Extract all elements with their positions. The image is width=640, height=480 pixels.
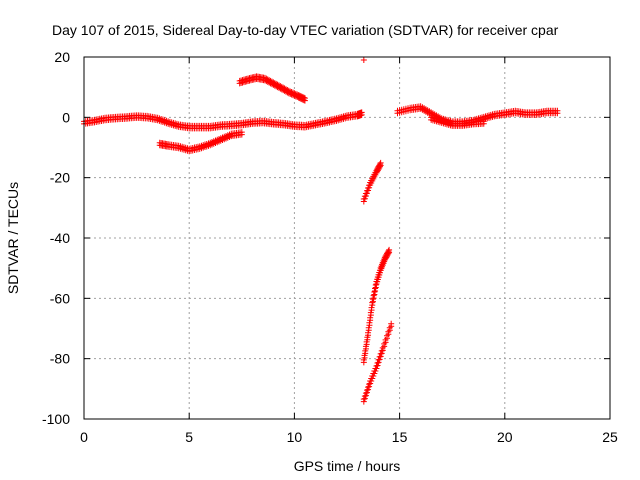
data-point bbox=[360, 57, 367, 64]
series-track-upper-arc bbox=[236, 73, 308, 104]
x-tick-label: 10 bbox=[287, 429, 303, 445]
data-point bbox=[373, 365, 380, 372]
data-point bbox=[480, 120, 487, 127]
data-point bbox=[362, 350, 369, 357]
data-point bbox=[369, 302, 376, 309]
data-point bbox=[376, 163, 383, 170]
series-track-drop-3 bbox=[360, 320, 395, 405]
data-point bbox=[360, 198, 367, 205]
data-point bbox=[372, 288, 379, 295]
data-points bbox=[81, 57, 561, 405]
data-point bbox=[374, 168, 381, 175]
data-point bbox=[366, 184, 373, 191]
data-point bbox=[363, 190, 370, 197]
data-point bbox=[374, 167, 381, 174]
data-point bbox=[361, 395, 368, 402]
data-point bbox=[383, 253, 390, 260]
data-point bbox=[368, 378, 375, 385]
data-point bbox=[382, 339, 389, 346]
x-tick-label: 5 bbox=[185, 429, 193, 445]
data-point bbox=[365, 332, 372, 339]
data-point bbox=[360, 398, 367, 405]
series-track-main-right bbox=[394, 103, 561, 127]
chart-title: Day 107 of 2015, Sidereal Day-to-day VTE… bbox=[52, 22, 559, 38]
data-point bbox=[374, 362, 381, 369]
data-point bbox=[377, 162, 384, 169]
y-axis-label: SDTVAR / TECUs bbox=[5, 182, 21, 294]
data-point bbox=[372, 284, 379, 291]
data-point bbox=[365, 327, 372, 334]
x-tick-label: 0 bbox=[80, 429, 88, 445]
x-tick-label: 25 bbox=[602, 429, 618, 445]
data-point bbox=[370, 295, 377, 302]
y-tick-label: -100 bbox=[42, 411, 70, 427]
data-point bbox=[377, 353, 384, 360]
x-axis-label: GPS time / hours bbox=[294, 458, 401, 474]
data-point bbox=[386, 327, 393, 334]
data-point bbox=[373, 169, 380, 176]
data-point bbox=[381, 343, 388, 350]
series-outlier bbox=[360, 57, 367, 64]
data-point bbox=[362, 392, 369, 399]
data-point bbox=[366, 322, 373, 329]
data-point bbox=[367, 312, 374, 319]
y-tick-label: -60 bbox=[50, 290, 70, 306]
data-point bbox=[554, 110, 561, 117]
y-tick-label: -80 bbox=[50, 351, 70, 367]
data-point bbox=[360, 359, 367, 366]
data-point bbox=[361, 354, 368, 361]
data-point bbox=[365, 187, 372, 194]
data-point bbox=[364, 336, 371, 343]
y-tick-label: 0 bbox=[62, 109, 70, 125]
series-track-main-left bbox=[81, 109, 365, 132]
data-point bbox=[362, 345, 369, 352]
data-point bbox=[301, 97, 308, 104]
data-point bbox=[367, 317, 374, 324]
plot-frame bbox=[83, 56, 611, 420]
data-point bbox=[385, 331, 392, 338]
data-point bbox=[367, 380, 374, 387]
data-point bbox=[382, 255, 389, 262]
y-tick-label: -40 bbox=[50, 230, 70, 246]
data-point bbox=[370, 373, 377, 380]
data-point bbox=[369, 375, 376, 382]
series-track-right-lower-fork bbox=[428, 114, 487, 129]
data-point bbox=[368, 307, 375, 314]
data-point bbox=[363, 341, 370, 348]
data-point bbox=[371, 370, 378, 377]
data-point bbox=[386, 249, 393, 256]
series-track-drop-1 bbox=[360, 159, 384, 205]
data-point bbox=[378, 350, 385, 357]
data-point bbox=[385, 250, 392, 257]
x-tick-label: 20 bbox=[497, 429, 513, 445]
data-point bbox=[366, 383, 373, 390]
data-point bbox=[375, 359, 382, 366]
data-point bbox=[384, 251, 391, 258]
data-point bbox=[369, 298, 376, 305]
data-point bbox=[362, 193, 369, 200]
data-point bbox=[376, 356, 383, 363]
data-point bbox=[388, 323, 395, 330]
data-point bbox=[379, 347, 386, 354]
data-point bbox=[358, 111, 365, 118]
data-point bbox=[238, 131, 245, 138]
data-point bbox=[383, 335, 390, 342]
axis-ticks: 0 5 10 15 20 25 -100 -80 -60 -40 -20 0 20 bbox=[42, 49, 618, 445]
data-point bbox=[363, 389, 370, 396]
data-point bbox=[376, 164, 383, 171]
data-point bbox=[365, 386, 372, 393]
data-point bbox=[372, 367, 379, 374]
y-tick-label: 20 bbox=[54, 49, 70, 65]
data-point bbox=[383, 254, 390, 261]
series-track-lower-arc bbox=[156, 129, 245, 155]
data-point bbox=[361, 195, 368, 202]
data-point bbox=[381, 256, 388, 263]
series-track-drop-2 bbox=[360, 246, 393, 366]
data-point bbox=[371, 291, 378, 298]
y-tick-label: -20 bbox=[50, 170, 70, 186]
data-point bbox=[375, 166, 382, 173]
x-tick-label: 15 bbox=[392, 429, 408, 445]
